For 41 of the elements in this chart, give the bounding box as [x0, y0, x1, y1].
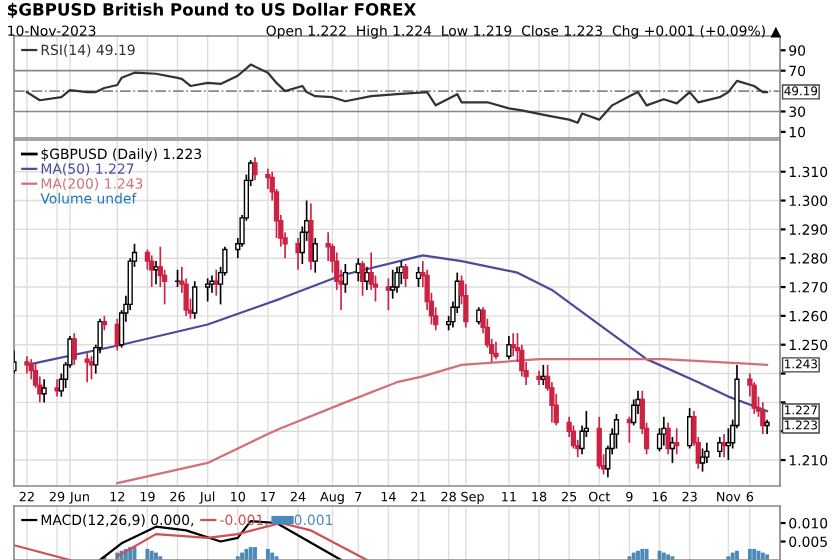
candlestick [596, 415, 602, 470]
candlestick [402, 263, 409, 288]
candlestick [463, 283, 469, 329]
candlestick [665, 421, 671, 456]
candlestick [252, 156, 258, 182]
candlestick [717, 436, 723, 459]
candlestick [390, 268, 396, 300]
candlestick [88, 355, 95, 381]
line-series [25, 63, 769, 124]
candlestick [295, 237, 301, 271]
candlestick [312, 237, 318, 274]
candlestick [24, 355, 30, 375]
candlestick [342, 263, 348, 294]
candlestick [71, 332, 77, 366]
candlestick [704, 441, 710, 464]
candlestick [149, 254, 155, 288]
candlestick [751, 381, 757, 415]
candlestick [510, 332, 516, 358]
candlestick [192, 280, 198, 320]
candlestick [209, 274, 215, 294]
candlestick [364, 266, 370, 291]
candlestick [493, 340, 499, 360]
candlestick [721, 433, 727, 459]
candlestick [308, 202, 314, 271]
candlestick [674, 427, 680, 456]
candlestick [153, 260, 159, 286]
candlestick [570, 424, 577, 450]
candlestick [699, 447, 706, 473]
candlestick [506, 335, 512, 360]
chart-title: $GBPUSD British Pound to US Dollar FOREX [8, 2, 416, 18]
candlestick [394, 266, 400, 294]
candlestick [725, 427, 731, 461]
candlestick [631, 398, 637, 427]
candlestick [205, 277, 211, 303]
candlestick [385, 277, 392, 311]
line-series [116, 358, 769, 485]
candlestick [41, 378, 47, 404]
candlestick [28, 358, 34, 381]
candlestick [613, 413, 620, 450]
candlestick [54, 378, 60, 398]
candlestick [84, 352, 90, 384]
